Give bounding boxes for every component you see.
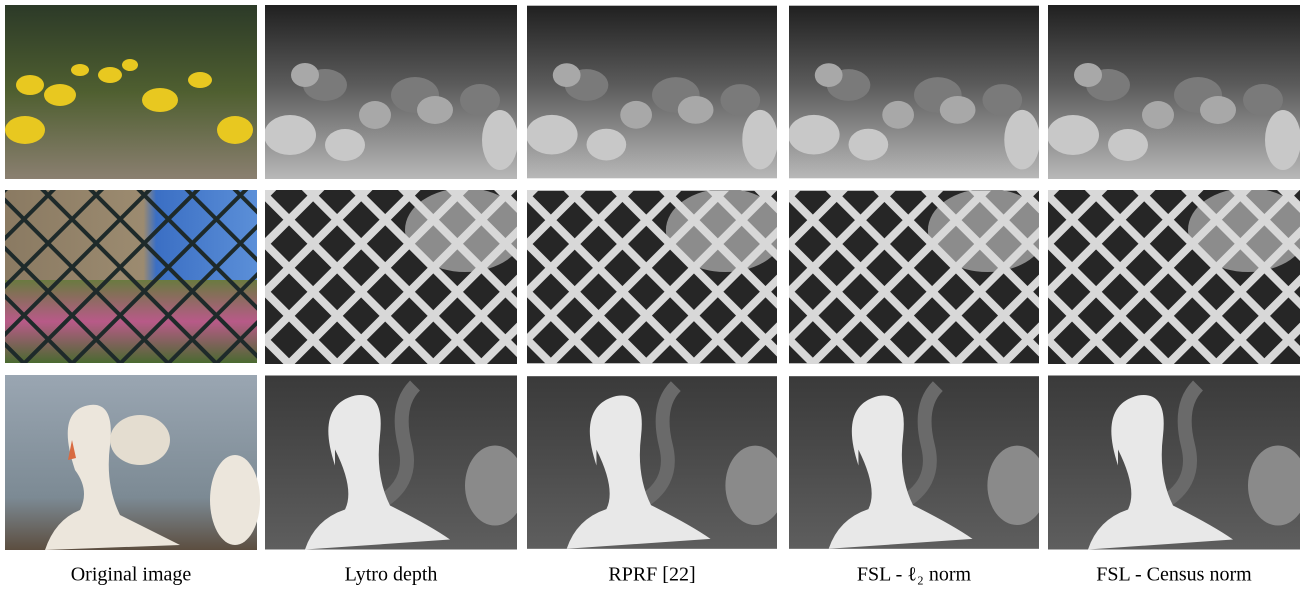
original-flowers [5, 5, 257, 179]
depth-map [789, 376, 1047, 549]
caption: Lytro depth [345, 564, 438, 586]
depth-map [265, 5, 517, 179]
original-swans [5, 375, 260, 550]
depth-map [527, 190, 777, 364]
depth-map [527, 5, 777, 179]
original-fence [5, 190, 257, 363]
caption: Original image [71, 564, 192, 586]
depth-map [1048, 190, 1300, 364]
depth-map [265, 376, 525, 550]
caption: RPRF [22] [608, 564, 695, 586]
depth-map [527, 376, 785, 549]
depth-map [1048, 376, 1305, 550]
depth-map [789, 5, 1039, 179]
depth-map [1048, 5, 1300, 179]
depth-map [265, 190, 517, 364]
depth-map [789, 190, 1039, 364]
caption: FSL - ℓ₂ norm [857, 564, 972, 586]
caption: FSL - Census norm [1096, 564, 1252, 586]
